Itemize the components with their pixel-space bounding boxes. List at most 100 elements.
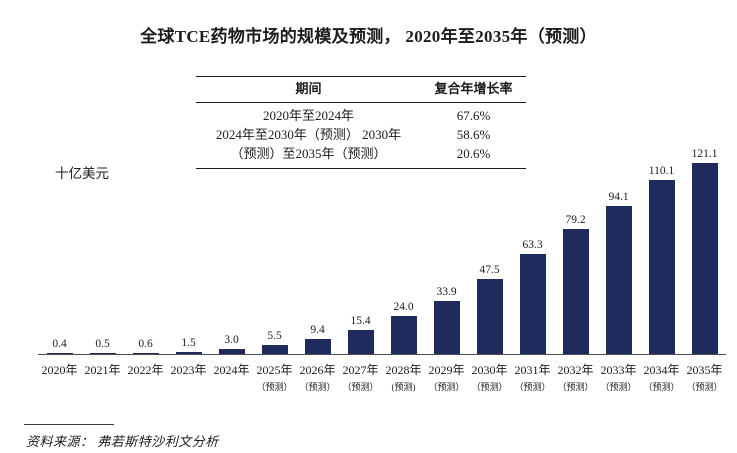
bar-2024年 [218,349,245,354]
source-note: 资料来源： 弗若斯特沙利文分析 [26,431,219,450]
bar-column-2022年: 0.6 [124,147,167,354]
bar-column-2029年: 33.9 [425,147,468,354]
bar-column-2027年: 15.4 [339,147,382,354]
bar-value-label: 1.5 [181,336,196,349]
cagr-table: 期间 复合年增长率 2020年至2024年 67.6% 2024年至2030年（… [196,76,526,169]
cagr-table-header-period: 期间 [196,76,421,103]
bar-value-label: 5.5 [267,330,282,343]
x-tick-forecast-note: （预测） [643,382,680,392]
bar-value-label: 9.4 [310,324,325,337]
x-tick-forecast-note: （预测） [600,382,637,392]
x-tick-forecast-note: （预测） [557,382,594,392]
x-tick-2026年: 2026年 （预测） [296,361,339,393]
x-tick-2025年: 2025年 （预测） [253,361,296,393]
bar-column-2034年: 110.1 [640,147,683,354]
x-tick-forecast-note: （预测） [428,382,465,392]
cagr-table-row: （预测）至2035年（预测） 20.6% [196,144,526,169]
x-tick-year-label: 2032年 [557,363,594,377]
x-tick-year-label: 2035年 [686,363,723,377]
x-tick-2033年: 2033年 （预测） [597,361,640,393]
cagr-table-header-row: 期间 复合年增长率 [196,76,526,103]
cagr-value-cell: 67.6% [456,108,491,123]
bar-2033年 [605,205,632,354]
x-tick-year-label: 2027年 [342,363,379,377]
bar-value-label: 63.3 [522,239,543,252]
x-tick-2021年: 2021年 [81,361,124,393]
bar-value-label: 3.0 [224,334,239,347]
x-tick-year-label: 2024年 [213,363,250,377]
x-tick-2023年: 2023年 [167,361,210,393]
x-tick-forecast-note: （预测） [256,382,293,392]
bar-column-2033年: 94.1 [597,147,640,354]
bar-value-label: 121.1 [691,148,718,160]
bar-value-label: 0.4 [52,337,67,350]
source-divider-line [24,424,114,425]
bar-column-2025年: 5.5 [253,147,296,354]
bar-column-2028年: 24.0 [382,147,425,354]
bar-column-2021年: 0.5 [81,147,124,354]
cagr-value-cell: 58.6% [456,127,491,142]
source-label: 资料来源： [26,434,94,449]
bar-value-label: 15.4 [350,314,371,327]
cagr-period-cell: （预测）至2035年（预测） [196,144,421,169]
x-tick-2028年: 2028年 (预测) [382,361,425,393]
x-tick-2020年: 2020年 [38,361,81,393]
bar-2022年 [132,352,159,354]
x-tick-year-label: 2021年 [84,363,121,377]
x-tick-forecast-note: （预测） [342,382,379,392]
bar-2030年 [476,279,503,354]
x-tick-year-label: 2025年 [256,363,293,377]
bar-column-2035年: 121.1 [683,147,726,354]
x-tick-2034年: 2034年 （预测） [640,361,683,393]
bar-value-label: 79.2 [565,214,586,227]
x-tick-2027年: 2027年 （预测） [339,361,382,393]
bar-column-2024年: 3.0 [210,147,253,354]
x-tick-forecast-note: （预测） [514,382,551,392]
cagr-table-header-cagr: 复合年增长率 [421,76,526,103]
bar-value-label: 110.1 [648,165,675,178]
source-text: 弗若斯特沙利文分析 [97,434,219,449]
x-tick-2030年: 2030年 （预测） [468,361,511,393]
bar-plot: 0.4 0.5 0.6 1.5 3.0 5.5 9.4 15.4 24.0 33.9 47.5 63.… [38,147,726,355]
bar-column-2023年: 1.5 [167,147,210,354]
cagr-table-row: 2020年至2024年 67.6% [196,103,526,126]
bar-value-label: 0.5 [95,337,110,350]
bar-2026年 [304,339,331,354]
bar-value-label: 47.5 [479,264,500,277]
x-tick-forecast-note: （预测） [299,382,336,392]
x-tick-year-label: 2028年 [385,363,422,377]
x-tick-year-label: 2031年 [514,363,551,377]
bar-value-label: 0.6 [138,337,153,350]
bar-column-2032年: 79.2 [554,147,597,354]
x-tick-forecast-note: （预测） [471,382,508,392]
bar-value-label: 24.0 [393,301,414,314]
bar-column-2031年: 63.3 [511,147,554,354]
x-tick-2024年: 2024年 [210,361,253,393]
bar-2023年 [175,351,202,354]
x-tick-forecast-note: (预测) [391,382,416,392]
y-axis-unit-label: 十亿美元 [55,166,109,181]
chart-title: 全球TCE药物市场的规模及预测， 2020年至2035年（预测） [140,27,597,46]
x-tick-year-label: 2023年 [170,363,207,377]
x-tick-2029年: 2029年 （预测） [425,361,468,393]
bar-2032年 [562,229,589,354]
bar-column-2020年: 0.4 [38,147,81,354]
cagr-value-cell: 20.6% [421,144,526,169]
cagr-table-row: 2024年至2030年（预测） 2030年 58.6% [196,126,526,145]
x-tick-year-label: 2033年 [600,363,637,377]
x-tick-year-label: 2026年 [299,363,336,377]
x-tick-year-label: 2020年 [41,363,78,377]
x-axis-labels: 2020年 2021年 2022年 2023年 2024年 2025年 （预测） 2026年 （… [38,361,726,393]
x-tick-forecast-note: （预测） [686,382,723,392]
x-tick-2031年: 2031年 （预测） [511,361,554,393]
bar-2025年 [261,345,288,354]
x-tick-year-label: 2022年 [127,363,164,377]
x-tick-year-label: 2034年 [643,363,680,377]
bar-column-2030年: 47.5 [468,147,511,354]
bar-2028年 [390,316,417,354]
bar-2021年 [89,352,116,354]
bar-value-label: 94.1 [608,190,629,203]
bar-column-2026年: 9.4 [296,147,339,354]
bar-2029年 [433,300,460,354]
